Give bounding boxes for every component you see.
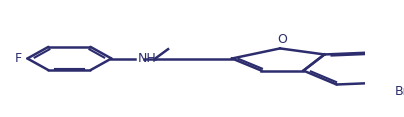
Text: Br: Br [394, 85, 404, 98]
Text: NH: NH [138, 52, 157, 65]
Text: F: F [15, 52, 22, 65]
Text: O: O [277, 33, 287, 46]
